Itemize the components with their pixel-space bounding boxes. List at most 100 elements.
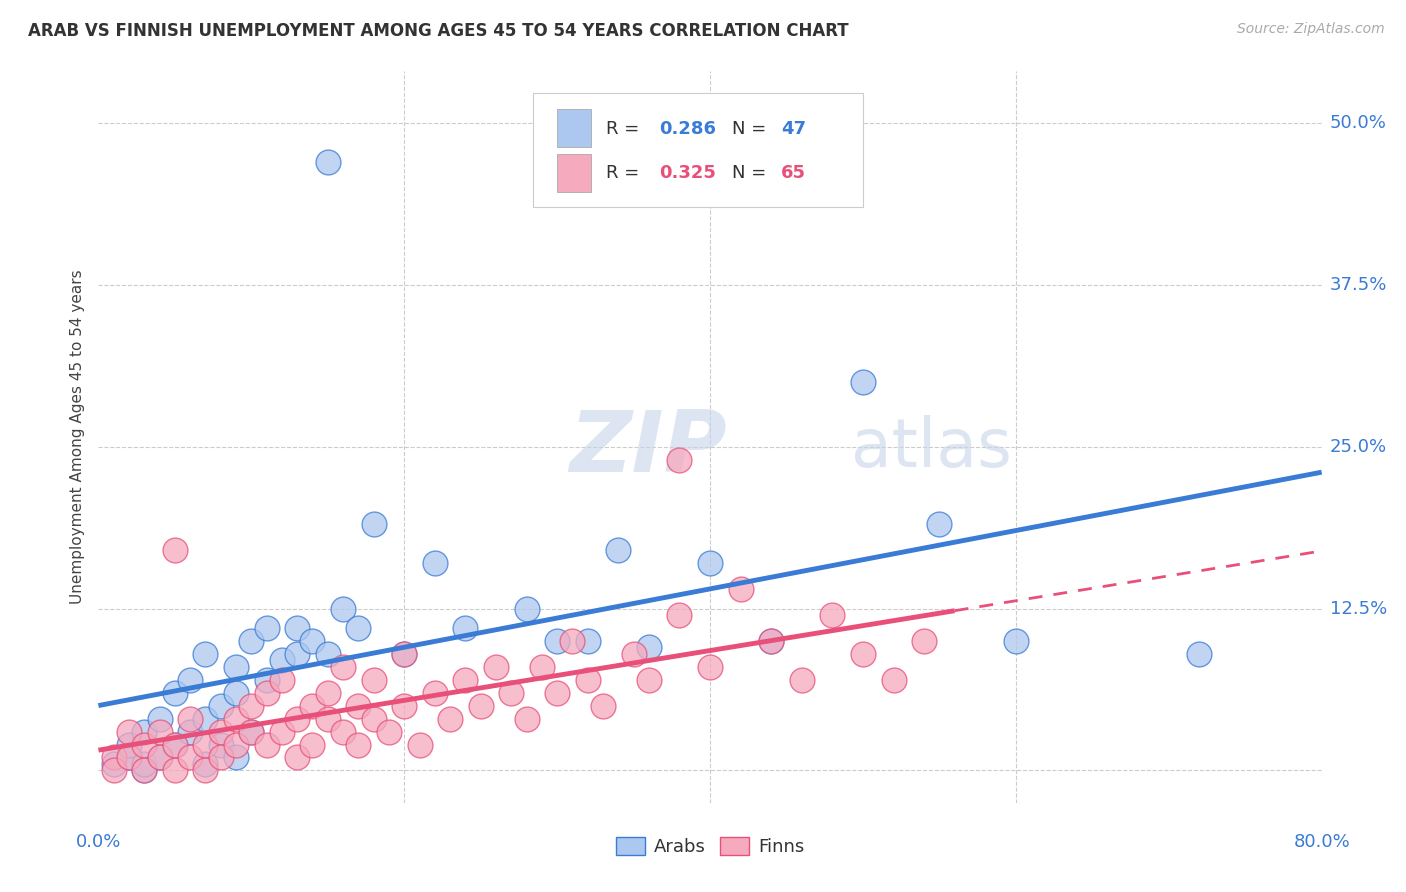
Point [1188, 647, 1211, 661]
Point [134, 738, 156, 752]
Point [470, 698, 492, 713]
Point [852, 375, 875, 389]
Point [423, 557, 446, 571]
Point [194, 764, 217, 778]
Point [149, 724, 172, 739]
Point [607, 543, 630, 558]
Point [179, 712, 201, 726]
Point [118, 724, 141, 739]
Point [883, 673, 905, 687]
Point [134, 756, 156, 771]
Point [163, 738, 186, 752]
Point [392, 698, 416, 713]
Point [576, 634, 599, 648]
Point [332, 601, 354, 615]
Point [363, 712, 385, 726]
Point [301, 698, 323, 713]
Legend: Arabs, Finns: Arabs, Finns [609, 830, 811, 863]
Point [179, 673, 201, 687]
Point [149, 750, 172, 764]
Point [179, 750, 201, 764]
FancyBboxPatch shape [557, 153, 592, 192]
Point [240, 724, 263, 739]
Point [209, 698, 232, 713]
Point [163, 764, 186, 778]
Text: N =: N = [733, 164, 772, 182]
Point [423, 686, 446, 700]
Point [103, 764, 125, 778]
Text: 47: 47 [780, 120, 806, 137]
Point [179, 724, 201, 739]
Point [347, 621, 370, 635]
Point [699, 557, 721, 571]
Point [668, 452, 690, 467]
Text: ZIP: ZIP [569, 407, 727, 490]
Point [163, 686, 186, 700]
Point [730, 582, 752, 597]
Point [637, 640, 661, 655]
Point [194, 756, 217, 771]
FancyBboxPatch shape [533, 94, 863, 207]
Point [270, 724, 292, 739]
Point [912, 634, 935, 648]
Point [256, 621, 278, 635]
Point [301, 634, 323, 648]
Text: 50.0%: 50.0% [1330, 114, 1386, 132]
Point [118, 750, 141, 764]
Point [454, 673, 477, 687]
Point [347, 698, 370, 713]
Text: atlas: atlas [851, 415, 1011, 481]
Point [516, 712, 538, 726]
Point [301, 738, 323, 752]
Point [392, 647, 416, 661]
Point [194, 712, 217, 726]
Point [759, 634, 782, 648]
Point [790, 673, 813, 687]
Point [225, 660, 247, 674]
Point [256, 686, 278, 700]
Point [194, 647, 217, 661]
Point [408, 738, 430, 752]
Point [103, 756, 125, 771]
Point [256, 673, 278, 687]
Point [363, 517, 385, 532]
Point [1004, 634, 1026, 648]
Point [240, 634, 263, 648]
Point [332, 660, 354, 674]
Point [363, 673, 385, 687]
Point [163, 543, 186, 558]
Point [576, 673, 599, 687]
Point [118, 750, 141, 764]
Text: 37.5%: 37.5% [1330, 276, 1388, 294]
Point [270, 673, 292, 687]
Point [592, 698, 614, 713]
Point [240, 698, 263, 713]
Point [454, 621, 477, 635]
Point [316, 686, 339, 700]
Text: 25.0%: 25.0% [1330, 438, 1388, 456]
Point [516, 601, 538, 615]
Point [134, 724, 156, 739]
Text: 65: 65 [780, 164, 806, 182]
Point [378, 724, 401, 739]
Text: ARAB VS FINNISH UNEMPLOYMENT AMONG AGES 45 TO 54 YEARS CORRELATION CHART: ARAB VS FINNISH UNEMPLOYMENT AMONG AGES … [28, 22, 849, 40]
Point [240, 724, 263, 739]
Point [699, 660, 721, 674]
Point [439, 712, 461, 726]
Text: R =: R = [606, 164, 645, 182]
Point [821, 608, 844, 623]
Point [668, 608, 690, 623]
Point [530, 660, 553, 674]
Point [118, 738, 141, 752]
Point [347, 738, 370, 752]
Point [209, 750, 232, 764]
Point [285, 647, 308, 661]
Text: 12.5%: 12.5% [1330, 599, 1388, 617]
Point [103, 750, 125, 764]
Point [225, 750, 247, 764]
Point [316, 647, 339, 661]
Point [285, 621, 308, 635]
Text: N =: N = [733, 120, 772, 137]
Point [285, 750, 308, 764]
Point [209, 738, 232, 752]
